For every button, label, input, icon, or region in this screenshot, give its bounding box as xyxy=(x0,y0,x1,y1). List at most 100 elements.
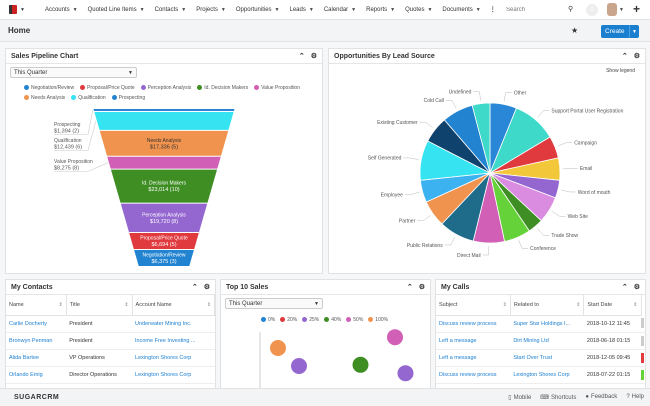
status-indicator[interactable] xyxy=(641,335,644,346)
legend-item[interactable]: 0% xyxy=(261,317,275,323)
show-legend-link[interactable]: Show legend xyxy=(606,68,635,74)
search-input[interactable] xyxy=(503,3,563,17)
table-cell[interactable]: Discuss review process xyxy=(436,366,511,384)
shortcuts-link[interactable]: ⌨ Shortcuts xyxy=(540,394,576,401)
funnel-segment[interactable] xyxy=(94,112,234,130)
table-cell[interactable]: Dirt Mining Ltd xyxy=(510,332,584,350)
table-cell[interactable]: Bronwyn Penman xyxy=(6,332,67,350)
create-button[interactable]: Create ▼ xyxy=(601,25,639,38)
table-cell[interactable]: Orlando Emig xyxy=(6,366,67,384)
table-cell[interactable]: Alida Bartee xyxy=(6,349,67,367)
column-header[interactable]: Account Name ⇕ xyxy=(132,295,215,316)
funnel-segment[interactable] xyxy=(110,169,218,203)
more-menu-icon[interactable]: ⋮ xyxy=(489,7,496,13)
funnel-segment[interactable] xyxy=(129,233,199,249)
sugar-logo-icon[interactable] xyxy=(9,5,17,14)
time-filter-select[interactable]: This Quarter ▼ xyxy=(10,67,137,78)
table-cell[interactable]: Carlie Docherty xyxy=(6,315,67,333)
nav-item-calendar[interactable]: Calendar ▼ xyxy=(324,7,356,13)
scatter-point[interactable] xyxy=(387,329,403,346)
help-link[interactable]: ? Help xyxy=(626,394,644,401)
nav-item-opportunities[interactable]: Opportunities ▼ xyxy=(236,7,280,13)
column-header[interactable]: Subject ⇕ xyxy=(436,295,511,316)
chevron-down-icon[interactable]: ▼ xyxy=(427,6,433,13)
legend-item[interactable]: Value Proposition xyxy=(254,85,300,91)
chevron-down-icon[interactable]: ▼ xyxy=(274,6,280,13)
favorite-star-icon[interactable]: ★ xyxy=(571,26,579,35)
collapse-icon[interactable]: ⌃ xyxy=(621,284,628,291)
column-header[interactable]: Start Date ⇕ xyxy=(583,295,642,316)
gear-icon[interactable]: ⚙ xyxy=(633,284,640,291)
status-indicator[interactable] xyxy=(641,318,644,329)
chevron-down-icon[interactable]: ▼ xyxy=(20,6,25,13)
mobile-link[interactable]: ▯ Mobile xyxy=(508,394,531,401)
table-cell[interactable]: Super Star Holdings I... xyxy=(510,315,584,333)
column-header[interactable]: Title ⇕ xyxy=(66,295,133,316)
sort-icon[interactable]: ⇕ xyxy=(576,301,581,308)
time-filter-select[interactable]: This Quarter ▼ xyxy=(225,298,323,309)
status-indicator[interactable] xyxy=(641,369,644,380)
sort-icon[interactable]: ⇕ xyxy=(124,301,129,308)
nav-item-leads[interactable]: Leads ▼ xyxy=(290,7,314,13)
table-cell[interactable]: Left a message xyxy=(436,332,511,350)
feedback-link[interactable]: ● Feedback xyxy=(585,394,617,401)
funnel-segment[interactable] xyxy=(107,156,221,169)
funnel-segment[interactable] xyxy=(134,250,194,266)
pie-slice[interactable] xyxy=(471,102,491,174)
table-cell[interactable]: Start Over Trust xyxy=(510,349,584,367)
chevron-down-icon[interactable]: ▼ xyxy=(351,6,357,13)
nav-item-accounts[interactable]: Accounts ▼ xyxy=(45,7,78,13)
sort-icon[interactable]: ⇕ xyxy=(502,301,507,308)
scatter-point[interactable] xyxy=(270,340,286,356)
table-cell[interactable]: Lexington Shores Corp xyxy=(132,349,215,367)
legend-item[interactable]: 50% xyxy=(346,317,363,323)
legend-item[interactable]: Id. Decision Makers xyxy=(197,85,248,91)
gear-icon[interactable]: ⚙ xyxy=(418,284,425,291)
column-header[interactable]: Name ⇕ xyxy=(6,295,67,316)
sort-icon[interactable]: ⇕ xyxy=(633,301,638,308)
legend-item[interactable]: Negotiation/Review xyxy=(24,85,74,91)
nav-item-documents[interactable]: Documents ▼ xyxy=(442,7,480,13)
legend-item[interactable]: 100% xyxy=(368,317,388,323)
table-cell[interactable]: Underwater Mining Inc. xyxy=(132,315,215,333)
legend-item[interactable]: Prospecting xyxy=(111,95,145,101)
funnel-segment[interactable] xyxy=(93,109,235,112)
nav-item-reports[interactable]: Reports ▼ xyxy=(366,7,395,13)
chevron-down-icon[interactable]: ▼ xyxy=(390,6,396,13)
table-cell[interactable]: Lexington Shores Corp xyxy=(132,366,215,384)
gear-icon[interactable]: ⚙ xyxy=(633,53,640,60)
legend-item[interactable]: Qualification xyxy=(71,95,106,101)
table-cell[interactable]: Left a message xyxy=(436,349,511,367)
status-indicator[interactable] xyxy=(641,352,644,363)
funnel-segment[interactable] xyxy=(120,203,208,232)
legend-item[interactable]: 20% xyxy=(280,317,297,323)
avatar[interactable] xyxy=(607,3,617,16)
chevron-down-icon[interactable]: ▼ xyxy=(181,6,187,13)
scatter-point[interactable] xyxy=(291,358,307,374)
column-header[interactable]: Related to ⇕ xyxy=(510,295,585,316)
table-cell[interactable]: Lexington Shores Corp xyxy=(510,366,584,384)
legend-item[interactable]: Perception Analysis xyxy=(140,85,191,91)
table-cell[interactable]: Discuss review process xyxy=(436,315,511,333)
scatter-point[interactable] xyxy=(352,356,369,373)
search-icon[interactable]: ⚲ xyxy=(568,6,574,13)
legend-item[interactable]: Proposal/Price Quote xyxy=(80,85,135,91)
scatter-point[interactable] xyxy=(397,365,414,382)
notifications-badge[interactable]: 0 xyxy=(586,4,598,16)
chevron-down-icon[interactable]: ▼ xyxy=(619,7,624,13)
chevron-down-icon[interactable]: ▼ xyxy=(308,6,314,13)
chevron-down-icon[interactable]: ▼ xyxy=(629,25,639,38)
nav-item-projects[interactable]: Projects ▼ xyxy=(196,7,226,13)
nav-item-contacts[interactable]: Contacts ▼ xyxy=(155,7,187,13)
gear-icon[interactable]: ⚙ xyxy=(203,284,210,291)
chevron-down-icon[interactable]: ▼ xyxy=(72,6,78,13)
legend-item[interactable]: 40% xyxy=(324,317,341,323)
nav-item-quoted-line-items[interactable]: Quoted Line Items ▼ xyxy=(88,7,145,13)
funnel-segment[interactable] xyxy=(99,130,229,156)
add-icon[interactable]: + xyxy=(633,2,641,16)
chevron-down-icon[interactable]: ▼ xyxy=(139,6,145,13)
collapse-icon[interactable]: ⌃ xyxy=(406,284,413,291)
legend-item[interactable]: Needs Analysis xyxy=(24,95,65,101)
chevron-down-icon[interactable]: ▼ xyxy=(220,6,226,13)
gear-icon[interactable]: ⚙ xyxy=(310,53,317,60)
